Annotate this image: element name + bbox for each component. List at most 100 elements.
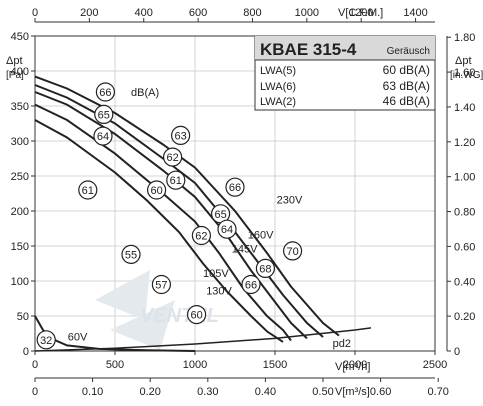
noise-marker <box>166 170 186 190</box>
chart-title: KBAE 315-4 <box>260 40 357 59</box>
right-tick-label: 0 <box>454 346 460 358</box>
legend-row-value: 63 dB(A) <box>383 79 430 93</box>
bottom-tick-label: 0.70 <box>428 386 449 398</box>
noise-marker <box>163 147 183 167</box>
top-tick-label: 0 <box>32 7 38 19</box>
y-tick-label: 50 <box>17 311 29 323</box>
system-line <box>34 327 372 352</box>
series-line <box>34 84 324 338</box>
noise-marker <box>94 104 114 125</box>
series-label: 145V <box>232 243 258 255</box>
noise-marker <box>151 274 171 295</box>
noise-marker-label: 65 <box>214 209 226 221</box>
bottom-tick-label: 0.30 <box>197 386 218 398</box>
noise-marker <box>121 244 141 264</box>
noise-marker <box>187 305 207 325</box>
noise-marker-label: 66 <box>99 87 111 99</box>
system-line-label: pd2 <box>333 338 351 350</box>
noise-marker <box>78 180 98 200</box>
series-label: 130V <box>206 285 232 297</box>
top-tick-label: 400 <box>135 7 153 19</box>
legend: KBAE 315-4 Geräusch LWA(5) 60 dB(A) LWA(… <box>254 35 436 111</box>
legend-row-label: LWA(2) <box>260 96 296 108</box>
x-tick-label: 500 <box>106 359 124 371</box>
noise-marker <box>217 219 237 239</box>
noise-marker <box>93 126 113 146</box>
right-tick-label: 1.40 <box>454 102 475 114</box>
x-tick-label: 2500 <box>423 359 447 371</box>
right-tick-label: 0.80 <box>454 207 475 219</box>
series-line <box>34 75 340 337</box>
legend-header: Geräusch <box>387 46 430 57</box>
top-tick-label: 800 <box>243 7 261 19</box>
top-tick-label: 600 <box>189 7 207 19</box>
top-tick-label: 1200 <box>349 7 373 19</box>
right-tick-label: 1.60 <box>454 67 475 79</box>
right-tick-label: 0.40 <box>454 276 475 288</box>
svg-text:VENTEL: VENTEL <box>140 305 219 327</box>
top-tick-label: 1400 <box>403 7 427 19</box>
noise-marker-label: 64 <box>221 224 233 236</box>
x-tick-label: 1500 <box>263 359 287 371</box>
noise-marker-label: 60 <box>150 185 162 197</box>
noise-marker-label: 65 <box>98 109 110 121</box>
noise-marker-label: 62 <box>195 231 207 243</box>
right-tick-label: 0.60 <box>454 241 475 253</box>
legend-row-label: LWA(5) <box>260 65 296 77</box>
bottom-tick-label: 0.50 <box>312 386 333 398</box>
bottom-axis-label: V[m³/s] <box>335 386 370 398</box>
right-tick-label: 1.80 <box>454 32 475 44</box>
noise-marker-label: 32 <box>40 335 52 347</box>
left-axis-label: Δpt <box>6 55 23 67</box>
series-line <box>34 315 196 352</box>
noise-marker <box>241 274 261 295</box>
top-tick-label: 1000 <box>295 7 319 19</box>
y-tick-label: 150 <box>11 241 29 253</box>
right-tick-label: 0.20 <box>454 311 475 323</box>
y-tick-label: 450 <box>11 31 29 43</box>
y-tick-label: 100 <box>11 276 29 288</box>
series-label: 230V <box>277 194 303 206</box>
y-tick-label: 250 <box>11 171 29 183</box>
bottom-tick-label: 0 <box>32 386 38 398</box>
y-tick-label: 350 <box>11 101 29 113</box>
bottom-tick-label: 0.40 <box>255 386 276 398</box>
right-axis-label: Δpt <box>455 55 472 67</box>
right-tick-label: 1.20 <box>454 137 475 149</box>
y-tick-label: 300 <box>11 136 29 148</box>
y-tick-label: 400 <box>11 66 29 78</box>
x-tick-label: 0 <box>32 359 38 371</box>
top-tick-label: 200 <box>80 7 98 19</box>
noise-marker <box>147 180 167 200</box>
noise-markers: dB(A) 66 65 64 63 62 61 61 60 66 65 64 62 70 55 68 57 66 6… <box>36 82 303 350</box>
legend-row-value: 46 dB(A) <box>383 94 430 108</box>
bottom-tick-label: 0.10 <box>82 386 103 398</box>
noise-marker-label: 66 <box>229 182 241 194</box>
noise-marker-label: 62 <box>166 152 178 164</box>
noise-marker <box>191 225 211 246</box>
y-tick-label: 0 <box>23 346 29 358</box>
x-tick-label: 2000 <box>343 359 367 371</box>
left-axis-unit: [Pa] <box>6 70 24 81</box>
series-label: 60V <box>68 332 88 344</box>
noise-marker-label: 63 <box>174 130 186 142</box>
legend-row-label: LWA(6) <box>260 81 296 93</box>
noise-marker <box>225 177 245 197</box>
noise-marker-label: 60 <box>190 310 202 322</box>
noise-marker <box>171 125 191 145</box>
noise-marker-label: 66 <box>245 280 257 292</box>
y-tick-label: 200 <box>11 206 29 218</box>
noise-marker-label: 57 <box>155 280 167 292</box>
right-tick-label: 1.00 <box>454 172 475 184</box>
x-tick-label: 1000 <box>183 359 207 371</box>
series-line <box>34 119 284 343</box>
plot-border <box>34 35 436 352</box>
noise-marker <box>95 82 116 102</box>
noise-marker-label: 55 <box>125 249 137 261</box>
bottom-tick-label: 0.60 <box>370 386 391 398</box>
noise-marker-label: 64 <box>97 131 109 143</box>
bottom-tick-label: 0.20 <box>139 386 160 398</box>
x-axis-label: V[m³/h] <box>335 361 370 373</box>
series-line <box>34 91 308 340</box>
